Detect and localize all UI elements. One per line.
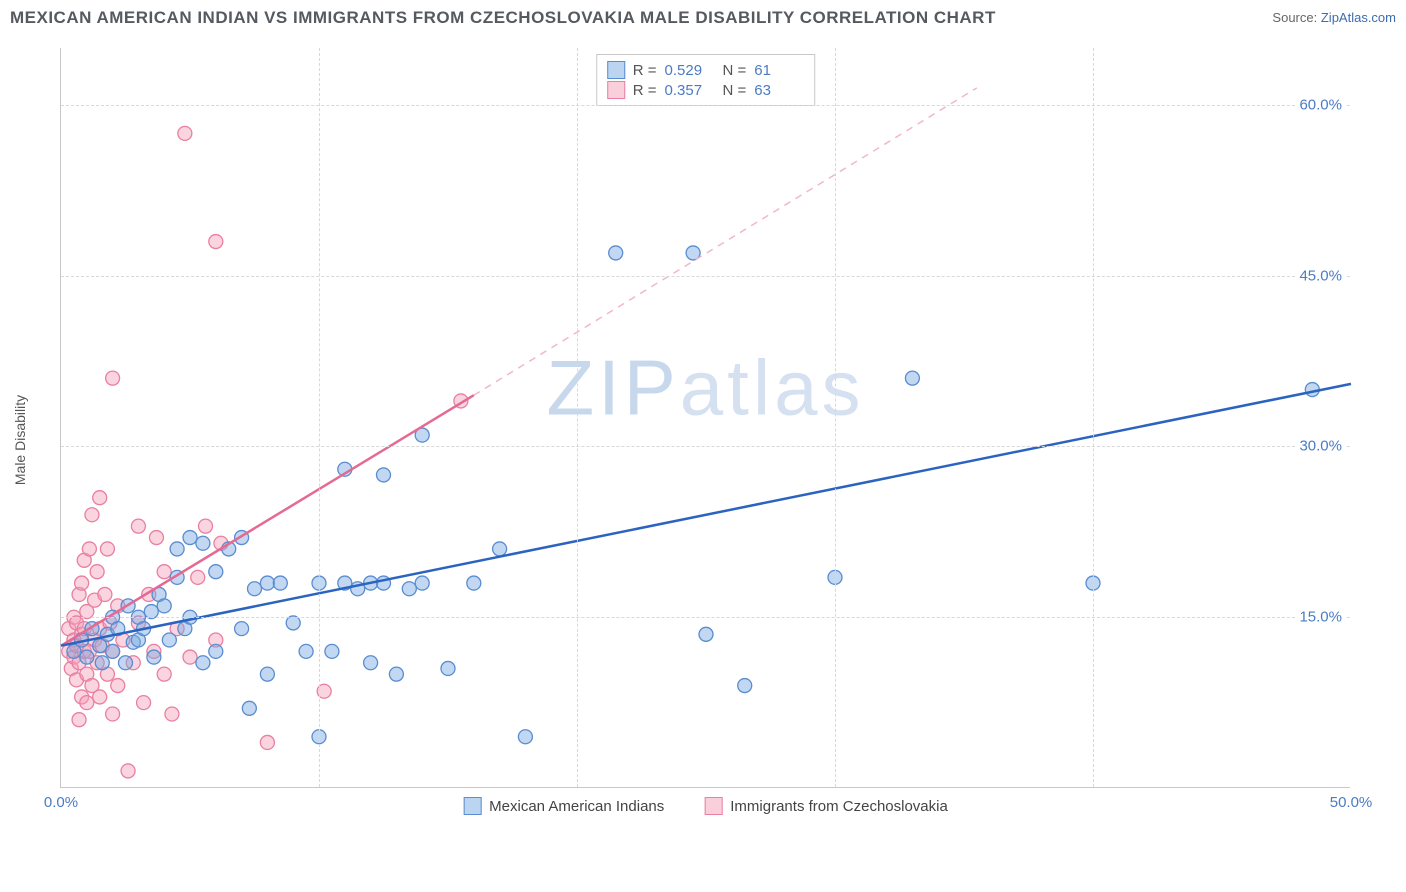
scatter-point [738, 679, 752, 693]
scatter-point [402, 582, 416, 596]
trend-line [61, 395, 474, 645]
scatter-point [98, 587, 112, 601]
vgrid-line [319, 48, 320, 787]
scatter-point [106, 644, 120, 658]
scatter-point [248, 582, 262, 596]
scatter-point [165, 707, 179, 721]
scatter-point [90, 565, 104, 579]
scatter-point [235, 622, 249, 636]
scatter-point [389, 667, 403, 681]
scatter-point [377, 468, 391, 482]
trend-line [474, 88, 977, 395]
source-label: Source: ZipAtlas.com [1272, 10, 1396, 25]
x-tick-label: 50.0% [1330, 794, 1373, 811]
scatter-point [93, 491, 107, 505]
scatter-point [260, 735, 274, 749]
y-tick-label: 60.0% [1295, 95, 1346, 114]
y-tick-label: 15.0% [1295, 608, 1346, 627]
scatter-point [85, 508, 99, 522]
vgrid-line [577, 48, 578, 787]
scatter-point [93, 690, 107, 704]
scatter-point [299, 644, 313, 658]
trend-line [61, 384, 1351, 646]
chart-container: Male Disability ZIPatlas R = 0.529 N = 6… [30, 40, 1390, 840]
scatter-point [242, 701, 256, 715]
hgrid-line [61, 617, 1350, 618]
y-axis-label: Male Disability [12, 395, 28, 485]
scatter-point [157, 565, 171, 579]
bottom-legend: Mexican American Indians Immigrants from… [463, 797, 948, 815]
scatter-point [170, 542, 184, 556]
scatter-point [106, 707, 120, 721]
scatter-point [518, 730, 532, 744]
scatter-point [196, 536, 210, 550]
hgrid-line [61, 276, 1350, 277]
scatter-point [72, 713, 86, 727]
scatter-point [106, 371, 120, 385]
scatter-point [198, 519, 212, 533]
legend-item-pink: Immigrants from Czechoslovakia [704, 797, 948, 815]
scatter-point [209, 235, 223, 249]
hgrid-line [61, 105, 1350, 106]
vgrid-line [1093, 48, 1094, 787]
scatter-point [75, 576, 89, 590]
scatter-point [95, 656, 109, 670]
scatter-point [441, 661, 455, 675]
scatter-point [260, 576, 274, 590]
scatter-point [209, 644, 223, 658]
scatter-point [119, 656, 133, 670]
scatter-point [80, 696, 94, 710]
scatter-point [364, 656, 378, 670]
scatter-point [80, 650, 94, 664]
scatter-point [191, 570, 205, 584]
scatter-point [905, 371, 919, 385]
scatter-point [147, 650, 161, 664]
scatter-point [162, 633, 176, 647]
scatter-point [609, 246, 623, 260]
scatter-point [183, 650, 197, 664]
scatter-point [111, 679, 125, 693]
scatter-point [699, 627, 713, 641]
plot-area: ZIPatlas R = 0.529 N = 61 R = 0.357 N = … [60, 48, 1350, 788]
y-tick-label: 45.0% [1295, 266, 1346, 285]
scatter-point [273, 576, 287, 590]
source-link[interactable]: ZipAtlas.com [1321, 10, 1396, 25]
scatter-point [325, 644, 339, 658]
scatter-point [196, 656, 210, 670]
scatter-point [121, 764, 135, 778]
swatch-blue-icon [463, 797, 481, 815]
vgrid-line [835, 48, 836, 787]
scatter-point [100, 542, 114, 556]
legend-item-blue: Mexican American Indians [463, 797, 664, 815]
scatter-point [467, 576, 481, 590]
scatter-point [82, 542, 96, 556]
plot-svg [61, 48, 1351, 788]
hgrid-line [61, 446, 1350, 447]
chart-title: MEXICAN AMERICAN INDIAN VS IMMIGRANTS FR… [10, 8, 996, 27]
scatter-point [149, 531, 163, 545]
chart-header: MEXICAN AMERICAN INDIAN VS IMMIGRANTS FR… [10, 8, 1396, 38]
scatter-point [157, 599, 171, 613]
scatter-point [493, 542, 507, 556]
y-tick-label: 30.0% [1295, 437, 1346, 456]
scatter-point [260, 667, 274, 681]
scatter-point [131, 519, 145, 533]
scatter-point [178, 126, 192, 140]
scatter-point [137, 696, 151, 710]
scatter-point [209, 565, 223, 579]
swatch-pink-icon [704, 797, 722, 815]
x-tick-label: 0.0% [44, 794, 78, 811]
scatter-point [157, 667, 171, 681]
scatter-point [183, 531, 197, 545]
scatter-point [415, 576, 429, 590]
